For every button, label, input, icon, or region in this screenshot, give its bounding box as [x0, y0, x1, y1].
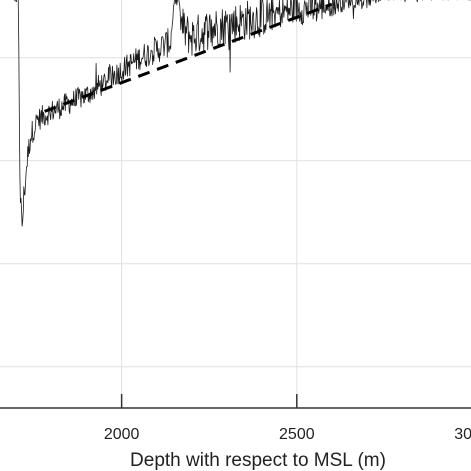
trend-line	[44, 2, 333, 113]
x-axis: 2000 2500 3000	[0, 394, 471, 443]
x-axis-label: Depth with respect to MSL (m)	[130, 450, 386, 471]
x-tick-label: 2000	[104, 426, 140, 443]
log-trace	[14, 0, 471, 227]
x-tick-label: 2500	[279, 426, 315, 443]
grid	[0, 0, 471, 408]
data-series	[14, 0, 471, 227]
x-tick-label: 3000	[454, 426, 471, 443]
